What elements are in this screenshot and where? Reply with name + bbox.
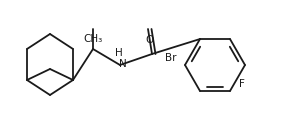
Text: F: F bbox=[239, 79, 245, 89]
Text: CH₃: CH₃ bbox=[84, 34, 103, 44]
Text: O: O bbox=[146, 35, 154, 45]
Text: H: H bbox=[115, 48, 123, 58]
Text: Br: Br bbox=[165, 53, 177, 63]
Text: N: N bbox=[119, 59, 127, 69]
